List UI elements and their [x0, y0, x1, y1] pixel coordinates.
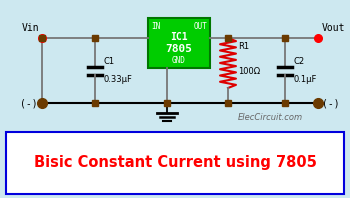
Text: Vin: Vin [21, 23, 39, 33]
Text: 0.1μF: 0.1μF [294, 75, 317, 85]
Text: (-): (-) [20, 98, 38, 108]
Text: Bisic Constant Current using 7805: Bisic Constant Current using 7805 [34, 155, 316, 170]
Text: OUT: OUT [193, 22, 207, 31]
Text: C1: C1 [104, 56, 115, 66]
Text: C2: C2 [294, 56, 305, 66]
Text: 7805: 7805 [166, 44, 192, 54]
Text: (-): (-) [322, 98, 340, 108]
FancyBboxPatch shape [148, 18, 210, 68]
Text: R1: R1 [238, 42, 249, 51]
Text: 100Ω: 100Ω [238, 67, 260, 76]
FancyBboxPatch shape [6, 132, 344, 194]
Text: GND: GND [172, 56, 186, 65]
Text: 0.33μF: 0.33μF [104, 75, 133, 85]
Text: ElecCircuit.com: ElecCircuit.com [237, 113, 302, 123]
Text: Vout: Vout [322, 23, 345, 33]
Text: IN: IN [151, 22, 160, 31]
Text: IC1: IC1 [170, 32, 188, 42]
